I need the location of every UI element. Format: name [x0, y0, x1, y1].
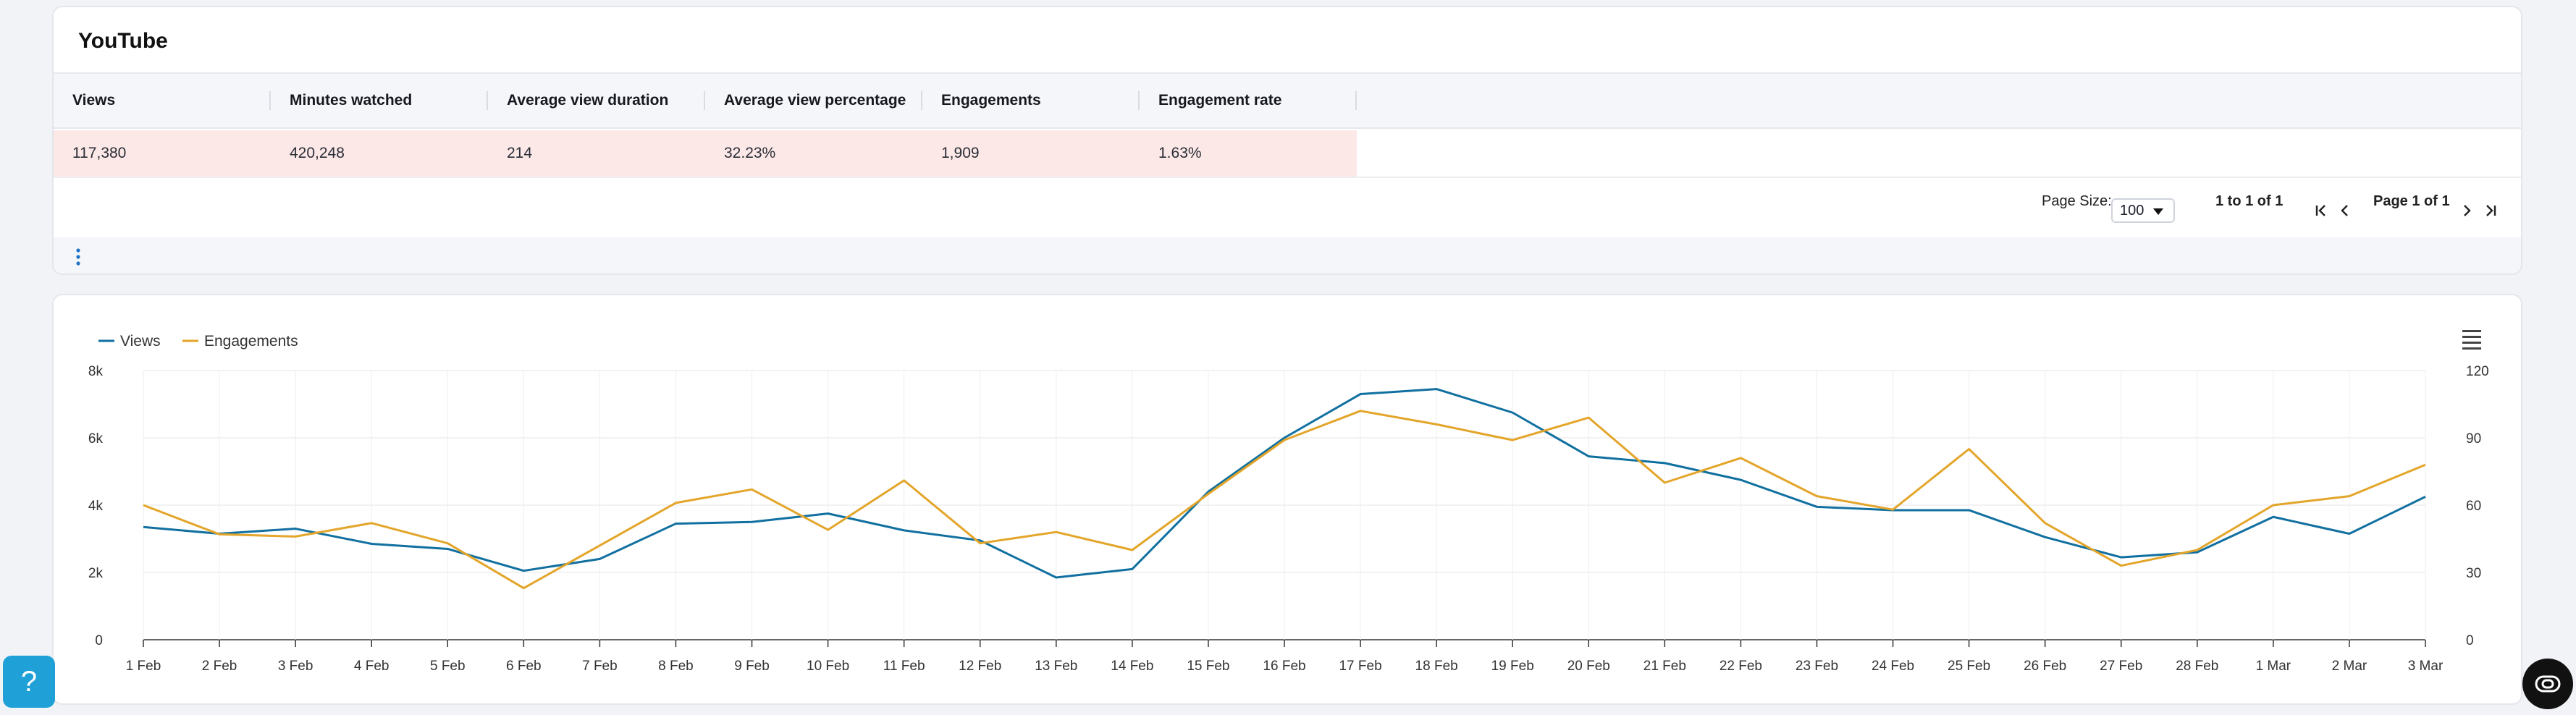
- cell-minutes-watched[interactable]: 420,248: [290, 145, 345, 161]
- page-size-label: Page Size:: [2042, 193, 2112, 209]
- cell-engagement-rate[interactable]: 1.63%: [1158, 145, 1202, 161]
- series-line-views[interactable]: [143, 388, 2426, 579]
- chat-icon: [2535, 675, 2561, 693]
- series-line-engagements[interactable]: [143, 410, 2426, 590]
- column-resize-handle[interactable]: [1355, 91, 1357, 110]
- x-tick-label: 2 Feb: [202, 659, 237, 674]
- x-tick-label: 8 Feb: [658, 659, 694, 674]
- x-tick-label: 6 Feb: [506, 659, 542, 674]
- cell-average-view-duration[interactable]: 214: [507, 145, 533, 161]
- x-tick-label: 13 Feb: [1035, 659, 1077, 674]
- chart-grid: [143, 370, 2426, 640]
- first-page-icon[interactable]: [2311, 201, 2330, 220]
- x-tick-label: 3 Feb: [278, 659, 313, 674]
- x-tick-label: 27 Feb: [2100, 659, 2142, 674]
- column-resize-handle[interactable]: [269, 91, 271, 110]
- table-footer-toolbar: [54, 237, 2521, 274]
- youtube-table-card: YouTube Views Minutes watched Average vi…: [52, 6, 2522, 275]
- line-chart: 0 0 2k 30 4k 60 6k 90 8k 120 1 Feb 2 Feb 3 Feb 4 Feb 5…: [88, 330, 2489, 674]
- table-header: Views Minutes watched Average view durat…: [54, 72, 2521, 129]
- x-tick-label: 10 Feb: [807, 659, 849, 674]
- legend-views-label[interactable]: Views: [120, 333, 161, 350]
- y-right-tick-label: 90: [2466, 431, 2481, 447]
- column-header-minutes-watched[interactable]: Minutes watched: [290, 92, 413, 109]
- chat-button[interactable]: [2522, 659, 2573, 709]
- x-tick-label: 11 Feb: [883, 659, 925, 674]
- youtube-chart-card: 0 0 2k 30 4k 60 6k 90 8k 120 1 Feb 2 Feb 3 Feb 4 Feb 5…: [52, 294, 2522, 705]
- x-tick-label: 26 Feb: [2024, 659, 2066, 674]
- column-resize-handle[interactable]: [1138, 91, 1140, 110]
- column-header-average-view-percentage[interactable]: Average view percentage: [724, 92, 906, 109]
- x-tick-label: 14 Feb: [1111, 659, 1153, 674]
- x-tick-label: 25 Feb: [1948, 659, 1990, 674]
- x-tick-label: 18 Feb: [1415, 659, 1458, 674]
- x-tick-label: 7 Feb: [582, 659, 618, 674]
- column-header-views[interactable]: Views: [72, 92, 116, 109]
- y-left-tick-label: 4k: [88, 499, 104, 514]
- cell-views[interactable]: 117,380: [72, 145, 127, 161]
- x-tick-label: 5 Feb: [430, 659, 466, 674]
- hamburger-menu-icon[interactable]: [2462, 330, 2481, 350]
- table-row[interactable]: 117,380 420,248 214 32.23% 1,909 1.63%: [54, 130, 1357, 178]
- cell-average-view-percentage[interactable]: 32.23%: [724, 145, 776, 161]
- x-tick-label: 20 Feb: [1567, 659, 1610, 674]
- page-indicator: Page 1 of 1: [2373, 193, 2450, 209]
- previous-page-icon[interactable]: [2336, 201, 2354, 220]
- y-left-tick-label: 0: [95, 633, 103, 648]
- chart-axes: 0 0 2k 30 4k 60 6k 90 8k 120 1 Feb 2 Feb 3 Feb 4 Feb 5…: [88, 364, 2489, 674]
- y-right-tick-label: 0: [2466, 633, 2474, 648]
- x-tick-label: 1 Feb: [126, 659, 161, 674]
- chart-series: [143, 388, 2426, 590]
- x-tick-label: 21 Feb: [1643, 659, 1686, 674]
- legend-engagements-label[interactable]: Engagements: [204, 333, 298, 350]
- x-tick-label: 2 Mar: [2332, 659, 2367, 674]
- y-right-tick-label: 60: [2466, 499, 2481, 514]
- column-header-engagements[interactable]: Engagements: [941, 92, 1041, 109]
- next-page-icon[interactable]: [2457, 201, 2476, 220]
- x-tick-label: 17 Feb: [1339, 659, 1381, 674]
- page-size-value: 100: [2120, 203, 2144, 219]
- y-left-tick-label: 6k: [88, 431, 104, 447]
- x-tick-label: 28 Feb: [2176, 659, 2218, 674]
- x-tick-label: 12 Feb: [959, 659, 1001, 674]
- cell-engagements[interactable]: 1,909: [941, 145, 980, 161]
- x-tick-label: 19 Feb: [1491, 659, 1534, 674]
- x-tick-label: 23 Feb: [1796, 659, 1838, 674]
- help-button[interactable]: ?: [3, 656, 55, 708]
- column-resize-handle[interactable]: [704, 91, 705, 110]
- x-tick-label: 24 Feb: [1872, 659, 1914, 674]
- y-right-tick-label: 120: [2466, 364, 2489, 379]
- page-size-select[interactable]: 100: [2111, 198, 2175, 223]
- column-resize-handle[interactable]: [921, 91, 922, 110]
- chevron-down-icon: [2153, 208, 2163, 215]
- x-tick-label: 22 Feb: [1720, 659, 1762, 674]
- y-right-tick-label: 30: [2466, 566, 2481, 581]
- last-page-icon[interactable]: [2482, 201, 2501, 220]
- x-tick-label: 3 Mar: [2408, 659, 2444, 674]
- x-tick-label: 9 Feb: [734, 659, 770, 674]
- question-mark-icon: ?: [20, 666, 38, 698]
- row-range-text: 1 to 1 of 1: [2215, 193, 2284, 209]
- chart-legend[interactable]: Views Engagements: [98, 333, 298, 350]
- table-row-filler: [1357, 130, 2521, 178]
- x-tick-label: 4 Feb: [354, 659, 390, 674]
- x-tick-label: 15 Feb: [1187, 659, 1229, 674]
- y-left-tick-label: 2k: [88, 566, 104, 581]
- column-resize-handle[interactable]: [487, 91, 488, 110]
- column-header-engagement-rate[interactable]: Engagement rate: [1158, 92, 1282, 109]
- more-options-icon[interactable]: [71, 246, 85, 268]
- x-tick-label: 1 Mar: [2256, 659, 2291, 674]
- x-tick-label: 16 Feb: [1263, 659, 1305, 674]
- column-header-average-view-duration[interactable]: Average view duration: [507, 92, 669, 109]
- y-left-tick-label: 8k: [88, 364, 104, 379]
- card-title: YouTube: [78, 29, 168, 53]
